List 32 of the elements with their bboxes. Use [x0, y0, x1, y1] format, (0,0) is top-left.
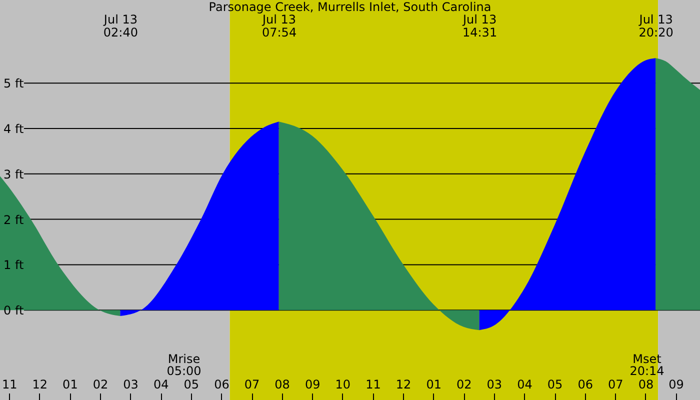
x2-tick-label: Jul 13 14:31	[462, 12, 498, 40]
x-tick-label: 03	[123, 378, 138, 392]
annotation: Mrise 05:00	[166, 352, 202, 378]
x-tick-label: 04	[153, 378, 169, 392]
x-tick-label: 12	[396, 378, 412, 392]
x-tick-label: 11	[2, 378, 18, 392]
x-tick-label: 02	[92, 378, 108, 392]
y-tick-label: 5 ft	[4, 76, 24, 91]
x2-tick-label: Jul 13 02:40	[102, 12, 138, 40]
x-tick-label: 01	[62, 378, 78, 392]
y-tick-label: 2 ft	[4, 212, 24, 227]
x-tick-label: 08	[274, 378, 290, 392]
x-tick-label: 12	[32, 378, 48, 392]
x-tick-label: 05	[547, 378, 563, 392]
x-tick-label: 09	[304, 378, 320, 392]
y-tick-label: 1 ft	[4, 258, 24, 272]
x-tick-label: 07	[608, 378, 624, 392]
x-tick-label: 04	[517, 378, 532, 392]
x-tick-label: 06	[578, 378, 593, 392]
x2-tick-label: Jul 13 07:54	[262, 12, 297, 40]
x-tick-label: 01	[426, 378, 442, 392]
x-tick-label: 11	[366, 378, 381, 392]
x-tick-label: 06	[214, 378, 230, 392]
x-tick-label: 09	[668, 378, 684, 392]
x-tick-label: 05	[184, 378, 200, 392]
x-tick-label: 10	[335, 378, 351, 392]
x-tick-label: 08	[638, 378, 654, 392]
x-tick-label: 07	[244, 378, 260, 392]
y-tick-label: 4 ft	[4, 122, 24, 136]
y-tick-label: 3 ft	[4, 167, 24, 182]
x-tick-label: 02	[456, 378, 472, 392]
x-tick-label: 03	[486, 378, 502, 392]
